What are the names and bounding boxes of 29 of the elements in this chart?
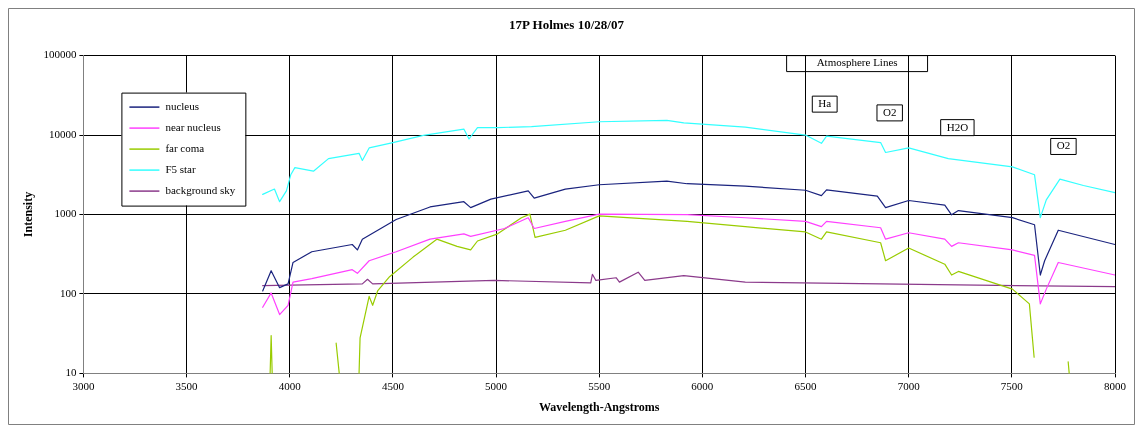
- x-tick-label: 5000: [485, 379, 508, 392]
- x-tick-label: 6500: [794, 379, 818, 392]
- x-tick-label: 4500: [381, 379, 405, 392]
- x-tick-label: 4000: [278, 379, 302, 392]
- annotation: O2: [882, 105, 897, 118]
- x-tick-label: 7500: [1000, 379, 1024, 392]
- legend-label: near nucleus: [165, 120, 221, 133]
- x-tick-label: 8000: [1104, 379, 1127, 392]
- x-tick-label: 6000: [691, 379, 714, 392]
- legend-label: F5 star: [165, 162, 196, 175]
- annotation: O2: [1056, 139, 1071, 152]
- x-tick-label: 3500: [175, 379, 199, 392]
- legend-label: far coma: [165, 141, 205, 154]
- y-tick-label: 10: [65, 366, 77, 379]
- legend-label: background sky: [165, 183, 236, 196]
- y-axis-title: Intensity: [21, 191, 36, 238]
- chart-title: 17P Holmes 10/28/07: [509, 17, 625, 33]
- y-tick-label: 100000: [43, 48, 77, 61]
- annotation: Atmosphere Lines: [816, 56, 898, 69]
- x-tick-label: 7000: [897, 379, 921, 392]
- y-tick-label: 100: [59, 286, 77, 299]
- legend-label: nucleus: [165, 99, 200, 112]
- y-tick-label: 10000: [48, 127, 77, 140]
- annotation: H2O: [946, 120, 969, 133]
- x-axis-title: Wavelength-Angstroms: [538, 399, 660, 414]
- y-tick-label: 1000: [54, 207, 77, 220]
- x-tick-label: 3000: [72, 379, 95, 392]
- x-tick-label: 5500: [588, 379, 611, 392]
- annotation: Ha: [818, 97, 832, 110]
